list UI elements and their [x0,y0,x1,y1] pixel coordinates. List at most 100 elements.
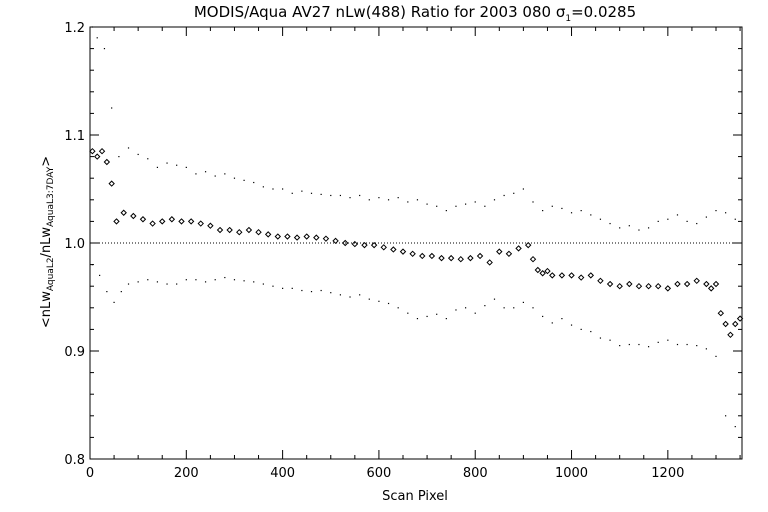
upper-bound-point [176,164,178,166]
mean-point [197,220,204,227]
lower-bound-point [696,345,698,347]
upper-bound-point [301,190,303,192]
mean-point [727,331,734,339]
lower-bound-point [455,309,457,311]
lower-bound-point [561,318,563,320]
lower-bound-point [214,279,216,281]
mean-point [549,272,556,279]
mean-point [332,237,339,245]
mean-point [245,226,253,234]
y-tick-label: 1.2 [64,21,85,36]
mean-point [139,216,147,223]
y-tick-label: 1.0 [64,237,85,252]
lower-bound-point [282,287,284,289]
mean-point [447,254,455,262]
lower-bound-point [91,264,94,266]
upper-bound-point [214,175,216,177]
mean-point [236,228,243,236]
mean-point [380,244,387,251]
mean-point [693,277,700,285]
y-tick-label: 1.1 [64,129,85,144]
lower-bound-point [113,301,115,303]
lower-bound-point [378,300,380,302]
x-tick-label: 600 [367,466,392,481]
mean-point [274,233,282,240]
lower-bound-point [387,302,390,305]
mean-point [568,272,575,279]
upper-bound-point [127,147,130,149]
upper-bound-point [667,218,669,220]
mean-point [103,158,111,166]
lower-bound-point [185,279,187,281]
upper-bound-point [676,214,679,216]
lower-bound-point [715,355,717,357]
upper-bound-point [705,216,707,218]
upper-bound-point [628,225,630,227]
y-tick-label: 0.9 [64,345,85,360]
mean-point [293,234,301,241]
upper-bound-point [532,201,534,203]
chart-title: MODIS/Aqua AV27 nLw(488) Ratio for 2003 … [194,3,636,24]
upper-bound-point [725,212,727,214]
x-axis-label: Scan Pixel [382,489,448,504]
lower-bound-point [667,339,669,341]
lower-bound-point [243,280,245,282]
lower-bound-point [120,291,122,293]
x-tick-label: 0 [86,466,94,481]
upper-bound-point [111,107,113,109]
upper-bound-point [253,181,255,184]
upper-bound-point [166,162,168,164]
mean-point [577,274,585,281]
upper-bound-point [416,199,419,201]
upper-bound-point [426,203,428,205]
lower-bound-point [734,426,736,428]
mean-point [597,277,604,285]
lower-bound-point [570,324,573,326]
upper-bound-point [291,192,293,194]
mean-point [284,233,291,240]
lower-bound-point [233,279,236,281]
x-tick-label: 1200 [651,466,684,481]
plot-frame [89,26,743,460]
mean-point [529,255,537,263]
lower-bound-point [359,294,361,296]
upper-bound-point [310,192,313,194]
mean-point [717,309,725,317]
mean-point [616,282,623,290]
mean-point [606,280,614,288]
lower-bound-point [445,318,447,320]
mean-point [664,285,672,292]
y-tick-label: 0.8 [64,453,85,468]
mean-point [505,250,513,258]
mean-point [89,147,96,155]
lower-bound-point [137,281,139,283]
mean-point [712,280,720,288]
upper-bound-point [474,201,476,203]
mean-point [736,315,744,322]
lower-bound-point [619,345,621,347]
mean-point [409,250,416,258]
mean-point [496,248,503,255]
mean-point [558,272,566,279]
upper-bound-point [96,37,98,39]
lower-bound-point [330,292,332,294]
mean-point [168,216,176,223]
lower-bound-point [628,343,630,346]
mean-point [108,180,115,187]
upper-bound-point [445,210,447,212]
lower-bound-point [397,307,399,309]
lower-bound-point [647,346,650,348]
mean-point [361,241,368,249]
upper-bound-point [484,205,486,207]
upper-bound-point [368,199,370,201]
x-tick-label: 400 [270,466,295,481]
lower-bound-point [195,279,197,281]
lower-bound-point [262,283,264,285]
mean-point [732,320,739,328]
lower-bound-point [532,307,534,309]
lower-bound-point [474,312,476,314]
upper-bound-point [397,197,399,199]
upper-bound-point [522,188,524,190]
mean-point [98,147,106,155]
upper-bound-point [561,207,563,210]
